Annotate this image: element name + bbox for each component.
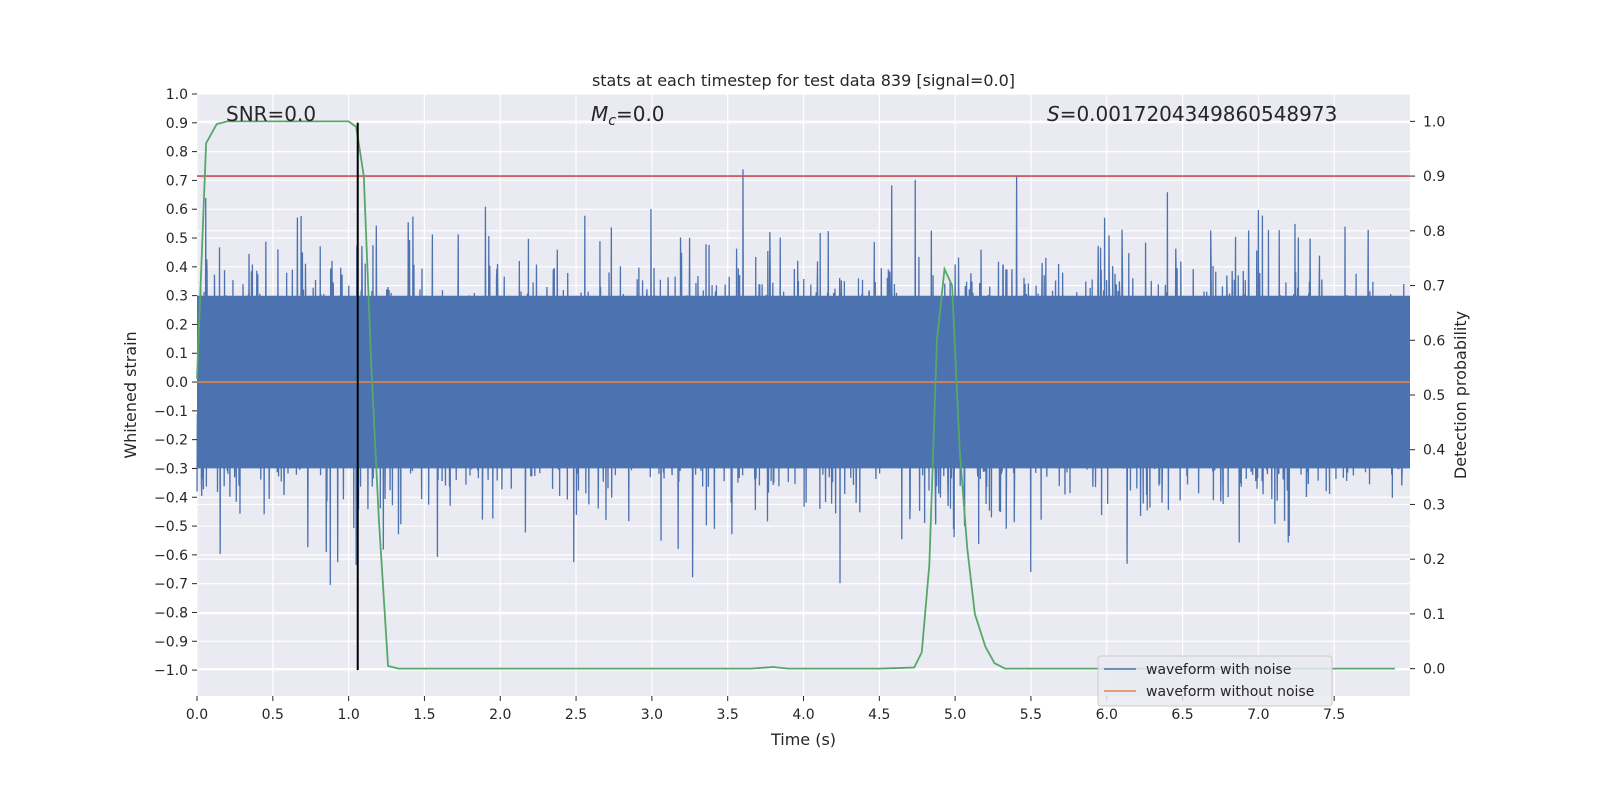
s-value: =0.0017204349860548973 <box>1060 102 1338 126</box>
y-right-tick-label: 0.4 <box>1423 443 1445 459</box>
y-left-tick-label: 0.5 <box>166 231 188 247</box>
x-tick-label: 2.0 <box>489 707 511 723</box>
y-left-tick-label: 0.6 <box>166 202 188 218</box>
mc-symbol: M <box>591 102 608 126</box>
y-left-tick-label: −0.3 <box>154 461 188 477</box>
x-tick-label: 4.5 <box>868 707 890 723</box>
y-right-tick-label: 0.2 <box>1423 552 1445 568</box>
x-tick-label: 6.5 <box>1171 707 1193 723</box>
mc-value: =0.0 <box>616 102 665 126</box>
series-detection-probability <box>196 120 1395 670</box>
x-tick-label: 7.0 <box>1247 707 1269 723</box>
y-right-tick-label: 0.9 <box>1423 169 1445 185</box>
y-right-tick-label: 0.8 <box>1423 224 1445 240</box>
snr-annotation: SNR=0.0 <box>226 102 316 126</box>
mc-subscript: c <box>608 113 616 129</box>
x-tick-label: 4.0 <box>792 707 814 723</box>
y-left-tick-label: −0.6 <box>154 548 188 564</box>
y-left-tick-label: −0.1 <box>154 404 188 420</box>
y-axis-right-label: Detection probability <box>1451 311 1470 479</box>
y-right-tick-label: 0.0 <box>1423 662 1445 678</box>
y-left-tick-label: −1.0 <box>154 663 188 679</box>
x-tick-label: 3.0 <box>641 707 663 723</box>
x-axis-label: Time (s) <box>770 730 836 749</box>
axes: 0.0 0.5 1.0 1.5 2.0 2.5 3.0 3.5 4.0 4.5 5.0 5.5 6.0 6… <box>154 87 1445 723</box>
x-tick-label: 3.5 <box>717 707 739 723</box>
legend: waveform with noise waveform without noi… <box>1097 655 1333 707</box>
y-left-tick-label: 0.7 <box>166 173 188 189</box>
y-left-tick-label: −0.9 <box>154 634 188 650</box>
y-left-tick-label: −0.2 <box>154 433 188 449</box>
y-right-tick-label: 0.1 <box>1423 607 1445 623</box>
y-axis-left-label: Whitened strain <box>121 331 140 458</box>
y-left-tick-label: −0.5 <box>154 519 188 535</box>
s-symbol: S <box>1047 102 1060 126</box>
y-right-tick-label: 0.5 <box>1423 388 1445 404</box>
chart-title: stats at each timestep for test data 839… <box>592 71 1015 90</box>
y-left-tick-label: 0.1 <box>166 346 188 362</box>
x-tick-label: 5.5 <box>1020 707 1042 723</box>
series <box>196 120 1410 671</box>
x-tick-label: 2.5 <box>565 707 587 723</box>
y-left-tick-label: −0.4 <box>154 490 188 506</box>
y-right-tick-label: 0.7 <box>1423 279 1445 295</box>
x-tick-label: 1.5 <box>413 707 435 723</box>
x-tick-label: 6.0 <box>1096 707 1118 723</box>
legend-label-waveform-with-noise: waveform with noise <box>1146 662 1291 678</box>
y-left-tick-label: 1.0 <box>166 87 188 103</box>
y-left-tick-label: −0.8 <box>154 605 188 621</box>
y-left-tick-label: 0.2 <box>166 317 188 333</box>
y-left-tick-label: 0.4 <box>166 260 188 276</box>
x-tick-label: 7.5 <box>1323 707 1345 723</box>
y-left-tick-label: 0.0 <box>166 375 188 391</box>
y-left-tick-label: 0.3 <box>166 289 188 305</box>
y-right-tick-label: 0.3 <box>1423 497 1445 513</box>
y-left-tick-label: 0.8 <box>166 145 188 161</box>
y-right-tick-label: 0.6 <box>1423 333 1445 349</box>
y-left-tick-label: 0.9 <box>166 116 188 132</box>
y-left-tick-label: −0.7 <box>154 577 188 593</box>
mc-annotation: Mc=0.0 <box>591 102 665 129</box>
x-tick-label: 0.0 <box>186 707 208 723</box>
legend-box <box>1097 655 1333 707</box>
legend-label-waveform-without-noise: waveform without noise <box>1146 684 1314 700</box>
x-tick-label: 0.5 <box>262 707 284 723</box>
s-annotation: S=0.0017204349860548973 <box>1047 102 1337 126</box>
x-tick-label: 5.0 <box>944 707 966 723</box>
x-tick-label: 1.0 <box>337 707 359 723</box>
y-right-tick-label: 1.0 <box>1423 114 1445 130</box>
